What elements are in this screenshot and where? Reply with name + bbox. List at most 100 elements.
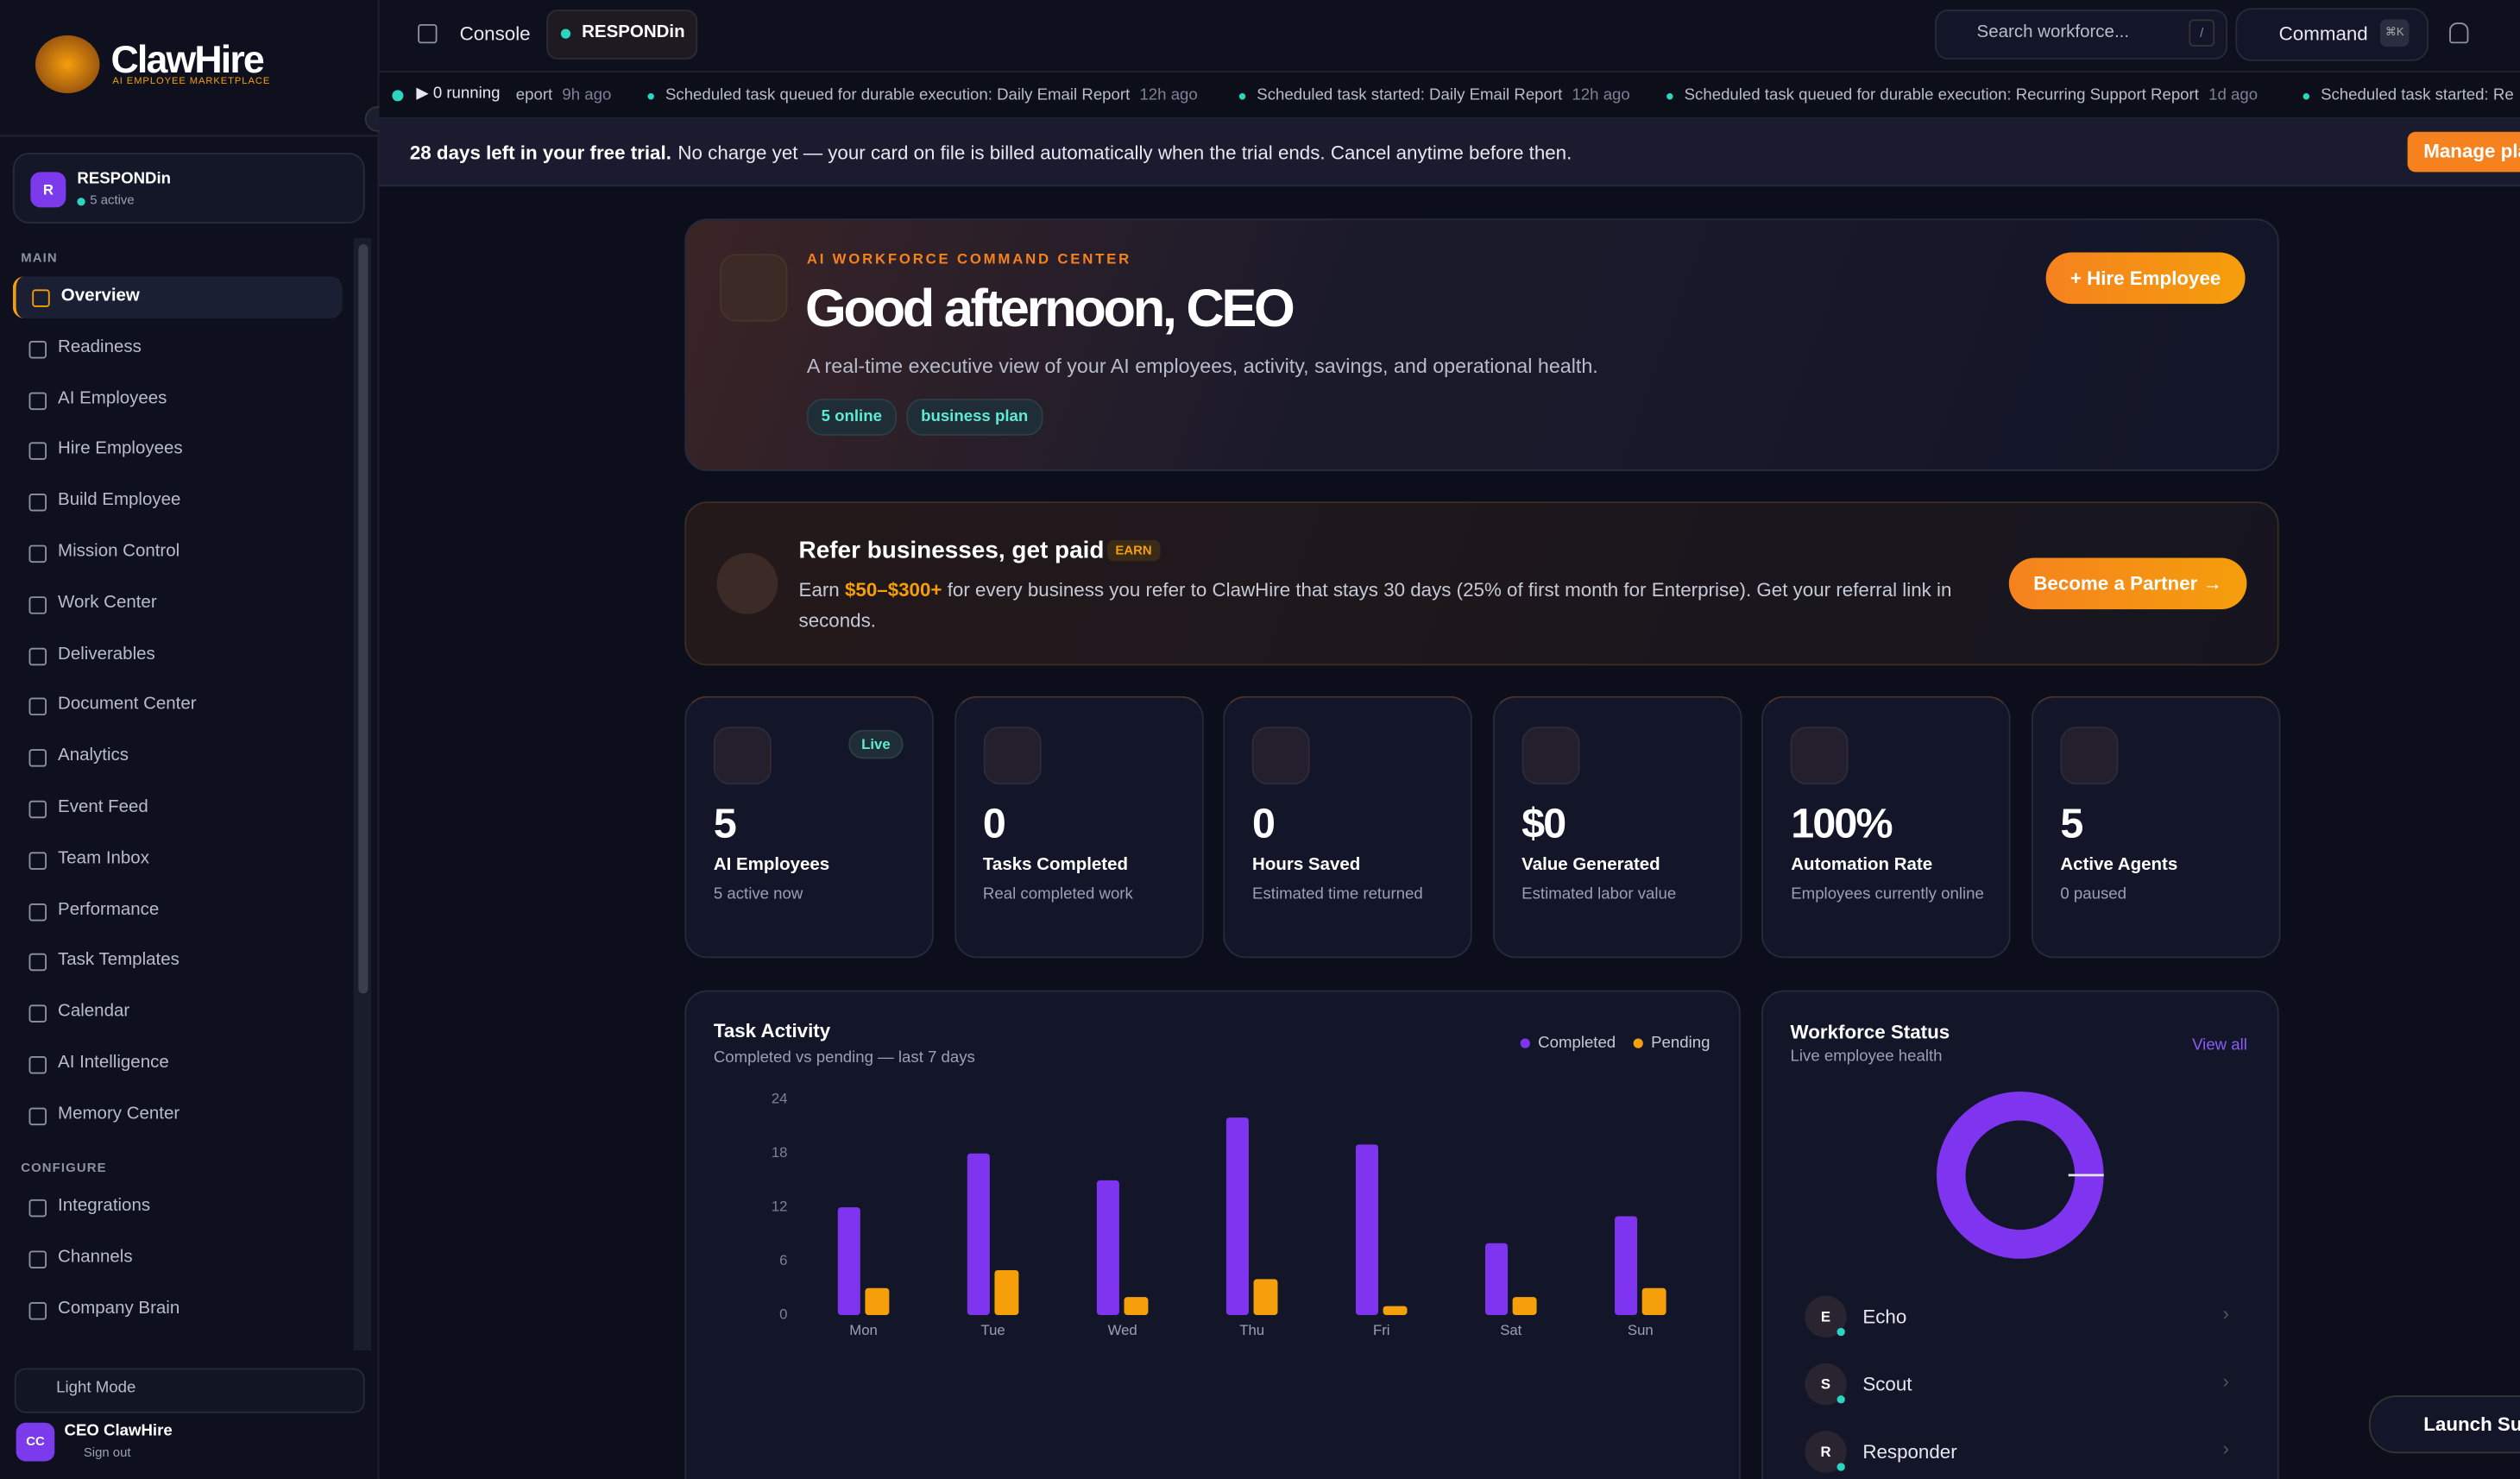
stat-value: 0 — [982, 798, 1006, 847]
stat-label: Value Generated — [1521, 855, 1660, 875]
hero-card: AI WORKFORCE COMMAND CENTER Good afternoo… — [684, 218, 2279, 471]
search-box[interactable] — [1935, 9, 2228, 60]
trial-text: No charge yet — your card on file is bil… — [677, 141, 1572, 165]
employee-row[interactable]: E Echo › — [1779, 1293, 2252, 1341]
nav-item[interactable]: Build Employee — [13, 481, 339, 522]
stat-card: $0 Value Generated Estimated labor value — [1492, 695, 1742, 959]
nav-icon — [28, 903, 47, 921]
nav-label: Memory Center — [58, 1104, 180, 1123]
bar — [1484, 1243, 1509, 1315]
nav-item[interactable]: Calendar — [13, 992, 339, 1034]
ticker-dot — [2303, 93, 2310, 100]
nav-item[interactable]: Hire Employees — [13, 430, 339, 471]
chart-card: Task Activity Completed vs pending — last… — [684, 990, 1741, 1479]
sign-out[interactable]: Sign out — [83, 1444, 131, 1460]
employee-row[interactable]: R Responder › — [1779, 1427, 2252, 1476]
stat-icon — [982, 727, 1041, 785]
nav-item[interactable]: AI Employees — [13, 379, 339, 420]
bar — [1124, 1297, 1149, 1315]
status-dot — [1836, 1395, 1845, 1404]
nav-item[interactable]: Readiness — [13, 328, 339, 369]
y-tick-label: 24 — [772, 1091, 788, 1107]
employee-name: Responder — [1862, 1440, 1957, 1463]
x-tick-label: Thu — [1239, 1322, 1264, 1338]
view-all-link[interactable]: View all — [2192, 1036, 2247, 1055]
panel-icon[interactable] — [418, 23, 438, 44]
nav-icon — [28, 443, 47, 461]
nav-item[interactable]: Team Inbox — [13, 839, 339, 880]
nav-icon — [28, 494, 47, 512]
nav-item[interactable]: Memory Center — [13, 1094, 339, 1136]
nav-item[interactable]: Mission Control — [13, 532, 339, 574]
stat-label: Active Agents — [2060, 855, 2178, 875]
stat-icon — [1791, 727, 1849, 785]
stat-value: 5 — [2060, 798, 2083, 847]
nav-item[interactable]: Channels — [13, 1237, 339, 1279]
nav-item[interactable]: Performance — [13, 890, 339, 931]
employee-name: Echo — [1862, 1305, 1907, 1328]
bar — [865, 1287, 890, 1315]
bar — [1096, 1180, 1119, 1315]
nav-label: Deliverables — [58, 644, 155, 664]
nav-item[interactable]: Analytics — [13, 737, 339, 778]
nav-item[interactable]: Task Templates — [13, 941, 339, 983]
stat-sub: Employees currently online — [1791, 885, 1984, 904]
nav-item[interactable]: Work Center — [13, 583, 339, 625]
theme-toggle[interactable]: Light Mode — [14, 1368, 365, 1413]
nav-label: Overview — [60, 286, 140, 305]
stat-sub: 0 paused — [2060, 885, 2127, 904]
sidebar: ClawHire AI EMPLOYEE MARKETPLACE R RESPONDi… — [0, 0, 380, 1479]
nav-icon — [28, 852, 47, 870]
trial-banner — [379, 118, 2520, 187]
chart-title: Task Activity — [714, 1020, 831, 1042]
bell-icon[interactable] — [2449, 22, 2469, 44]
nav-item[interactable]: Overview — [12, 276, 343, 318]
status-dot — [560, 28, 571, 39]
nav-item[interactable]: AI Intelligence — [13, 1043, 339, 1085]
manage-plan-button[interactable]: Manage pla — [2407, 131, 2520, 173]
stat-card: 5 Active Agents 0 paused — [2031, 695, 2281, 959]
stat-card: 0 Hours Saved Estimated time returned — [1223, 695, 1473, 959]
x-tick-label: Fri — [1373, 1322, 1390, 1338]
nav-label: Mission Control — [58, 541, 180, 562]
stat-value: $0 — [1521, 798, 1566, 847]
nav-icon — [28, 391, 47, 410]
status-dot — [77, 198, 85, 206]
stat-label: Tasks Completed — [982, 855, 1129, 875]
referral-title: Refer businesses, get paid — [798, 537, 1105, 564]
search-placeholder: Search workforce... — [1976, 22, 2130, 42]
stat-value: 100% — [1791, 798, 1893, 847]
stat-icon — [1521, 727, 1580, 785]
nav-item[interactable]: Event Feed — [13, 788, 339, 829]
ticker-time: 12h ago — [1139, 86, 1198, 105]
hero-subtitle: A real-time executive view of your AI em… — [806, 355, 1598, 378]
support-button[interactable]: Launch Sup — [2368, 1395, 2520, 1454]
scroll-thumb — [358, 244, 369, 994]
referral-rest: for every business you refer to ClawHire… — [798, 578, 1952, 633]
hire-button[interactable]: + Hire Employee — [2045, 252, 2246, 305]
command-key: ⌘K — [2379, 19, 2410, 47]
workspace-tab[interactable] — [546, 9, 698, 60]
y-tick-label: 6 — [779, 1252, 787, 1268]
stat-label: Automation Rate — [1791, 855, 1933, 875]
ticker-text: Scheduled task queued for durable execut… — [665, 86, 1131, 105]
console-tab[interactable]: Console — [459, 22, 531, 46]
nav-label: Calendar — [58, 1002, 130, 1022]
workspace-card[interactable]: R RESPONDin 5 active — [12, 152, 365, 223]
nav-item[interactable]: Integrations — [13, 1186, 339, 1228]
employee-row[interactable]: S Scout › — [1779, 1360, 2252, 1408]
nav-label: Performance — [58, 899, 160, 919]
partner-button[interactable]: Become a Partner → — [2008, 557, 2247, 610]
nav-label: Company Brain — [58, 1298, 180, 1318]
referral-card: Refer businesses, get paid EARN Earn $50–$… — [684, 501, 2279, 666]
nav-item[interactable]: Deliverables — [13, 634, 339, 676]
nav-label: Team Inbox — [58, 848, 149, 868]
nav-item[interactable]: Document Center — [13, 685, 339, 727]
nav-icon — [28, 595, 47, 614]
ticker-time: 9h ago — [562, 86, 612, 105]
trial-bold: 28 days left in your free trial. — [409, 141, 671, 165]
nav-label: Work Center — [58, 593, 157, 613]
nav-item[interactable]: Company Brain — [13, 1288, 339, 1330]
